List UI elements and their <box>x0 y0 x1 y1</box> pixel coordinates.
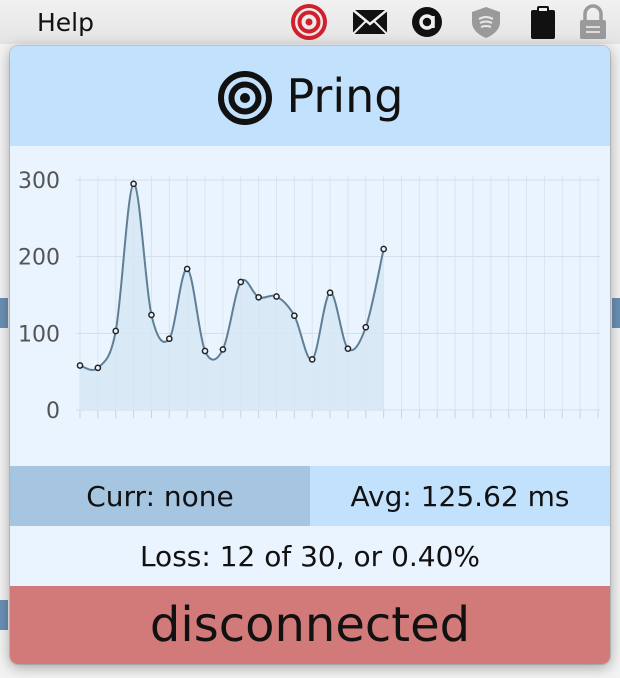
chart-data-point <box>255 293 262 301</box>
chart-data-point <box>219 346 227 353</box>
clipboard-icon[interactable] <box>524 4 562 40</box>
chart-y-tick-label: 200 <box>18 246 60 271</box>
chart-data-point <box>183 265 191 273</box>
chart-y-tick-label: 100 <box>18 322 60 347</box>
chart-data-point <box>290 312 298 320</box>
chart-data-point <box>362 323 370 331</box>
popover-header: Pring <box>10 46 610 146</box>
at-sign-icon[interactable] <box>408 4 446 40</box>
chart-data-point <box>326 289 334 297</box>
chart-data-point <box>94 364 102 372</box>
chart-data-point <box>380 245 388 253</box>
pring-popover: Pring 0 100 200 300 Curr: none Avg: 125.62 … <box>10 46 610 664</box>
app-title: Pring <box>286 69 404 123</box>
shield-icon[interactable] <box>467 4 505 40</box>
chart-area-fill <box>80 183 384 410</box>
average-ping: Avg: 125.62 ms <box>310 466 610 526</box>
background-selection <box>0 600 8 630</box>
connection-status[interactable]: disconnected <box>10 586 610 664</box>
target-icon <box>217 71 272 125</box>
background-selection <box>612 298 620 328</box>
stats-row: Curr: none Avg: 125.62 ms <box>10 466 610 526</box>
chart-data-point <box>344 345 352 353</box>
mail-icon[interactable] <box>351 4 389 40</box>
chart-data-point <box>308 356 316 363</box>
ping-chart: 0 100 200 300 <box>10 146 610 466</box>
lock-icon[interactable] <box>574 4 612 40</box>
menu-help[interactable]: Help <box>37 8 94 37</box>
chart-data-point <box>148 311 155 319</box>
chart-data-point <box>112 327 120 335</box>
packet-loss: Loss: 12 of 30, or 0.40% <box>10 526 610 586</box>
chart-y-tick-label: 300 <box>18 169 60 194</box>
chart-data-point <box>130 180 137 188</box>
chart-data-point <box>165 335 173 343</box>
ping-chart-svg: 0 100 200 300 <box>18 169 600 424</box>
chart-y-tick-label: 0 <box>46 399 60 424</box>
chart-data-point <box>76 362 84 369</box>
menu-bar: Help <box>0 0 620 45</box>
current-ping: Curr: none <box>10 466 310 526</box>
chart-data-point <box>237 278 245 286</box>
background-selection <box>0 298 8 328</box>
chart-data-point <box>273 293 280 300</box>
chart-data-point <box>201 347 209 355</box>
pring-target-icon[interactable] <box>290 4 328 40</box>
